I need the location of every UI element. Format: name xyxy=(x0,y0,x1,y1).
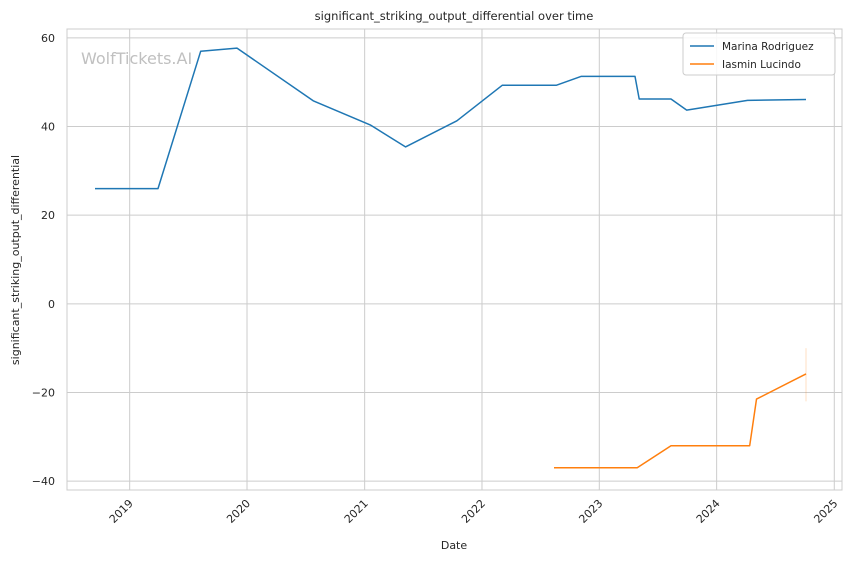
y-tick-label: 20 xyxy=(41,209,55,222)
y-axis-ticks: 60 40 20 0 −20 −40 xyxy=(32,32,55,488)
y-tick-label: 60 xyxy=(41,32,55,45)
legend-box xyxy=(682,32,836,76)
watermark: WolfTickets.AI xyxy=(81,49,192,68)
series-line-1 xyxy=(95,47,807,190)
y-axis-label: significant_striking_output_differential xyxy=(9,155,22,365)
legend-label-series-1: Marina Rodriguez xyxy=(722,41,814,53)
plot-frame xyxy=(66,28,843,491)
y-tick-label: −20 xyxy=(32,386,55,399)
series-line-2 xyxy=(554,373,807,469)
legend: Marina Rodriguez Iasmin Lucindo xyxy=(682,32,836,76)
y-tick-label: 40 xyxy=(41,121,55,134)
series-lines xyxy=(95,47,807,469)
x-axis-label: Date xyxy=(441,539,468,552)
y-tick-label: 0 xyxy=(48,298,55,311)
legend-label-series-2: Iasmin Lucindo xyxy=(722,59,801,71)
y-tick-label: −40 xyxy=(32,475,55,488)
chart-title: significant_striking_output_differential… xyxy=(315,9,594,23)
